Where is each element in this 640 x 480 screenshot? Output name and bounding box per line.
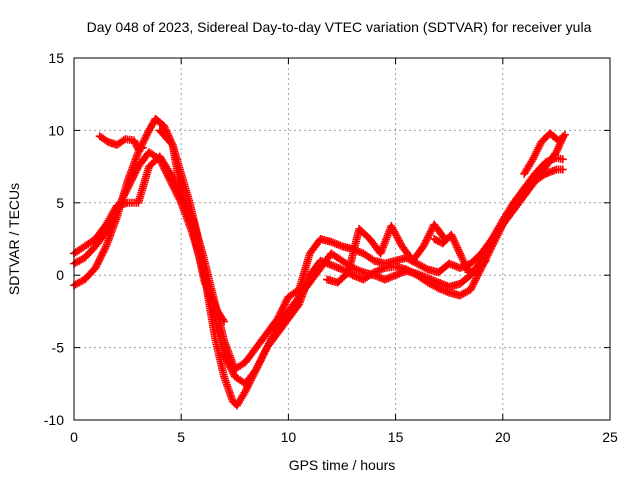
y-tick-label: -10 [44, 412, 64, 428]
y-tick-label: 5 [56, 195, 64, 211]
series-track-e [155, 126, 229, 326]
data-point [560, 130, 569, 139]
x-tick-label: 15 [388, 429, 404, 445]
series-track-d [95, 132, 147, 154]
data-point [558, 165, 567, 174]
axis-ticks: 0 5 10 15 20 25 -10 -5 0 5 10 15 [44, 50, 618, 445]
plot-frame [73, 57, 611, 421]
series-track-a [70, 114, 567, 410]
grid-layer [74, 58, 610, 420]
x-tick-label: 10 [281, 429, 297, 445]
data-point [138, 143, 147, 152]
x-tick-label: 5 [177, 429, 185, 445]
series-track-f [322, 220, 449, 287]
chart-title: Day 048 of 2023, Sidereal Day-to-day VTE… [87, 19, 592, 35]
x-axis-label: GPS time / hours [289, 457, 396, 473]
x-tick-label: 25 [602, 429, 618, 445]
y-tick-label: 10 [48, 122, 64, 138]
y-tick-label: 0 [56, 267, 64, 283]
y-axis-label: SDTVAR / TECUs [6, 183, 22, 295]
series-track-g [430, 230, 490, 277]
data-point [558, 155, 567, 164]
data-point [220, 317, 229, 326]
data-point [481, 256, 490, 265]
y-tick-label: -5 [52, 340, 65, 356]
series-track-h [520, 129, 569, 178]
data-marks [70, 114, 569, 410]
x-tick-label: 0 [70, 429, 78, 445]
y-tick-label: 15 [48, 50, 64, 66]
x-tick-label: 20 [495, 429, 511, 445]
